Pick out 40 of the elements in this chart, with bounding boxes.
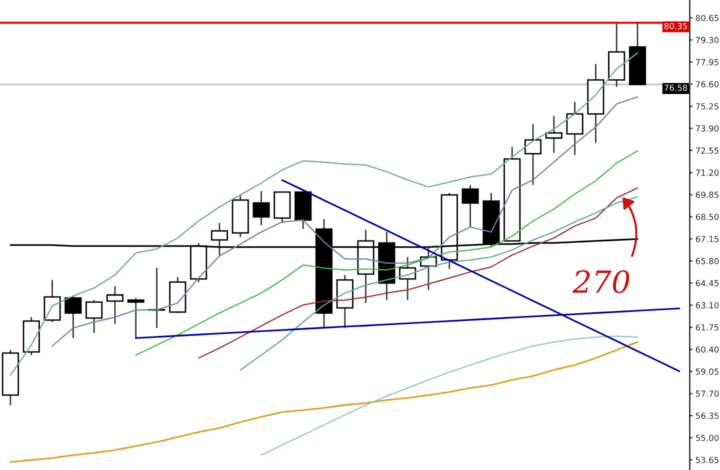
y-tick-label: 76.60 <box>696 81 719 88</box>
candlestick <box>86 299 103 334</box>
line-series <box>240 196 638 371</box>
y-tick-label: 65.80 <box>696 258 719 264</box>
annotation: 270 <box>572 270 630 294</box>
line-series <box>135 150 638 356</box>
y-tick-label: 80.65 <box>696 14 718 22</box>
line-series <box>260 335 638 456</box>
candlestick <box>252 190 270 226</box>
candlestick <box>566 101 584 156</box>
candlestick <box>462 184 479 228</box>
line-series <box>52 96 638 347</box>
y-tick-label: 63.10 <box>696 302 719 308</box>
y-tick-label: 75.25 <box>696 103 718 110</box>
y-tick-label: 68.50 <box>696 214 719 220</box>
candlestick <box>545 115 562 154</box>
y-tick-label: 71.20 <box>696 170 719 176</box>
ref-line-label: 80.35 <box>664 22 687 30</box>
y-tick-label: 55.00 <box>696 434 719 442</box>
y-tick-label: 57.70 <box>696 390 719 397</box>
candlestick <box>524 123 542 186</box>
candlestick <box>44 279 61 323</box>
candlestick <box>64 295 82 339</box>
y-tick-label: 61.75 <box>696 324 718 331</box>
y-tick-label: 77.95 <box>696 59 718 66</box>
y-tick-label: 67.15 <box>696 236 718 242</box>
y-tick-label: 73.90 <box>696 125 719 132</box>
y-tick-label: 69.85 <box>696 192 718 198</box>
y-tick-label: 72.55 <box>696 147 718 154</box>
ref-line-label: 76.58 <box>664 84 688 91</box>
line-series <box>10 341 638 463</box>
y-tick-label: 64.45 <box>696 280 718 286</box>
y-tick-label: 53.65 <box>696 456 718 464</box>
y-tick-label: 60.40 <box>696 346 719 353</box>
candlestick <box>106 285 124 325</box>
candlestick <box>127 297 144 339</box>
y-tick-label: 56.35 <box>696 412 718 419</box>
y-tick-label: 79.30 <box>696 36 719 44</box>
line-series <box>198 187 638 359</box>
y-tick-label: 59.05 <box>696 368 718 375</box>
